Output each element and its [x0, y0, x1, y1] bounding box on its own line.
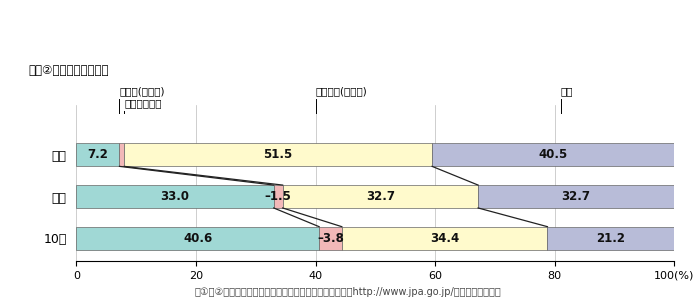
Text: 21.2: 21.2	[596, 232, 626, 244]
Bar	[120, 143, 124, 167]
Bar	[548, 227, 674, 250]
Text: メール(海外含): メール(海外含)	[120, 86, 165, 96]
Bar	[76, 227, 319, 250]
Bar	[478, 185, 673, 208]
Text: 34.4: 34.4	[430, 232, 459, 244]
Text: 40.5: 40.5	[539, 148, 568, 161]
Bar	[124, 143, 432, 167]
Text: 33.0: 33.0	[161, 190, 190, 203]
Text: 32.7: 32.7	[562, 190, 590, 203]
Text: 51.5: 51.5	[263, 148, 293, 161]
Text: 32.7: 32.7	[366, 190, 395, 203]
Bar	[319, 227, 342, 250]
Bar	[283, 185, 478, 208]
Text: 40.6: 40.6	[183, 232, 213, 244]
Text: 外部媒体(海外含): 外部媒体(海外含)	[316, 86, 367, 96]
Bar	[76, 185, 274, 208]
Text: 図表②　感染経路別比率: 図表② 感染経路別比率	[28, 64, 109, 77]
Bar	[432, 143, 674, 167]
Bar	[274, 185, 283, 208]
Text: 図①、②　情報処理振興事業協会セキュリティセンター（http://www.jpa.go.jp/）資料により作成: 図①、② 情報処理振興事業協会セキュリティセンター（http://www.jpa…	[194, 287, 501, 297]
Bar	[342, 227, 548, 250]
Bar	[76, 143, 120, 167]
Text: –1.5: –1.5	[265, 190, 292, 203]
Text: 不明: 不明	[561, 86, 573, 96]
Text: ダウンロード: ダウンロード	[124, 98, 162, 108]
Text: 7.2: 7.2	[88, 148, 108, 161]
Text: –3.8: –3.8	[317, 232, 344, 244]
